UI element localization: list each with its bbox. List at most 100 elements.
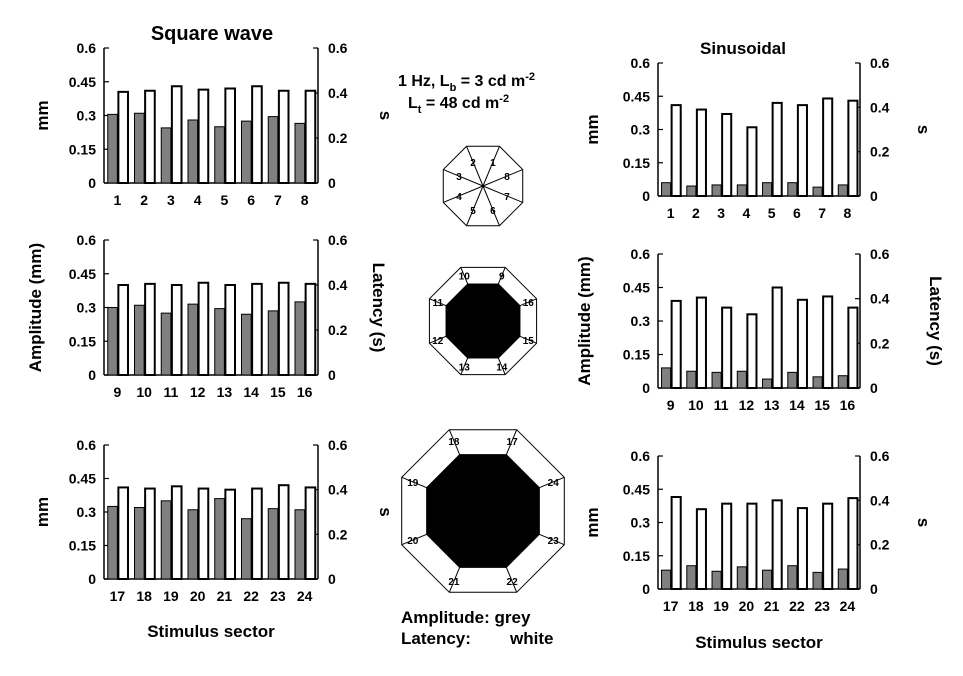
amplitude-bar (686, 370, 697, 389)
amplitude-bar (686, 185, 697, 197)
latency-bar (670, 104, 682, 197)
sector-label: 20 (407, 536, 419, 547)
sector-divider (482, 146, 500, 187)
left-tick-label: 0.6 (77, 437, 97, 453)
amplitude-bar (762, 182, 773, 197)
latency-bar (251, 282, 263, 376)
amplitude-bar (762, 378, 773, 389)
sector-label: 24 (548, 478, 560, 489)
left-tick-label: 0.15 (69, 333, 96, 349)
right-tick-label: 0.4 (328, 85, 348, 101)
y-axis-right-label: s (914, 125, 933, 134)
amplitude-bar (187, 303, 199, 376)
right-tick-label: 0.6 (328, 40, 348, 56)
x-tick-label: 16 (840, 397, 856, 413)
left-tick-label: 0.6 (77, 232, 97, 248)
amplitude-bar (107, 505, 118, 580)
latency-bar (746, 126, 758, 197)
sector-label: 16 (523, 298, 535, 309)
x-tick-label: 14 (243, 384, 259, 400)
latency-bar (224, 488, 237, 580)
left-tick-label: 0.15 (623, 548, 650, 564)
amplitude-bar (187, 119, 199, 184)
amplitude-bar (736, 370, 747, 389)
amplitude-bar (837, 568, 848, 590)
y-axis-right-label: Latency (s) (369, 263, 388, 353)
x-tick-label: 10 (136, 384, 152, 400)
sector-label: 23 (548, 536, 560, 547)
condition-line-1: 1 Hz, Lb = 3 cd m-2 (398, 71, 535, 94)
sector-divider (482, 185, 500, 226)
left-tick-label: 0.15 (69, 538, 96, 554)
latency-bar (822, 97, 834, 197)
amplitude-bar (240, 120, 252, 184)
stimulus-diagram-ring-1: 1 23 45 67 8 (442, 145, 524, 227)
legend-latency-label: Latency: (401, 629, 471, 648)
amplitude-bar (133, 112, 145, 184)
sector-divider (482, 169, 523, 187)
amplitude-bar (787, 565, 798, 590)
x-tick-label: 2 (140, 192, 148, 208)
sector-label: 11 (432, 298, 443, 309)
latency-bar (796, 104, 808, 197)
latency-bar (721, 502, 733, 590)
left-tick-label: 0.15 (623, 155, 650, 171)
sector-label: 18 (448, 437, 460, 448)
chart-sine-ring1: 0 0.15 0.3 0.45 0.6 0 0.2 0.4 0.6 1 2 3 4 5 6 7 8 mm s (583, 55, 933, 221)
x-tick-label: 1 (113, 192, 121, 208)
x-tick-label: 23 (814, 598, 830, 614)
sinusoidal-title: Sinusoidal (700, 39, 786, 58)
y-axis-right-label: s (376, 507, 395, 516)
amplitude-bar (837, 184, 848, 197)
sector-divider (443, 185, 484, 203)
latency-bar (277, 281, 290, 376)
x-tick-label: 18 (136, 588, 152, 604)
latency-bar (721, 306, 733, 390)
amplitude-bar (240, 518, 252, 580)
x-tick-label: 3 (717, 205, 725, 221)
x-tick-label: 6 (793, 205, 801, 221)
left-tick-label: 0 (88, 367, 96, 383)
condition-line-2: Lt = 48 cd m-2 (408, 93, 509, 116)
latency-bar (117, 90, 130, 184)
amplitude-bar (736, 184, 747, 197)
amplitude-bar (787, 182, 798, 197)
latency-bar (197, 487, 210, 580)
x-tick-label: 18 (688, 598, 704, 614)
amplitude-bar (711, 570, 722, 590)
left-tick-label: 0 (88, 571, 96, 587)
right-tick-label: 0.2 (328, 526, 348, 542)
latency-bar (771, 286, 783, 389)
right-tick-label: 0.2 (328, 130, 348, 146)
x-axis-label: Stimulus sector (695, 633, 823, 652)
sector-label: 21 (448, 577, 460, 588)
condition-line-2-prefix: L (408, 95, 418, 112)
latency-bar (224, 284, 237, 376)
latency-bar (304, 282, 317, 376)
sector-divider (443, 169, 484, 187)
amplitude-bar (214, 126, 225, 184)
latency-bar (144, 282, 156, 376)
condition-line-2-sub: t (418, 104, 422, 116)
amplitude-bar (294, 301, 306, 376)
x-tick-label: 19 (163, 588, 179, 604)
x-tick-label: 5 (768, 205, 776, 221)
right-tick-label: 0 (328, 571, 336, 587)
sector-label: 13 (459, 362, 471, 373)
left-tick-label: 0.45 (623, 481, 650, 497)
amplitude-bar (294, 509, 306, 580)
latency-bar (847, 306, 859, 390)
chart-sine-ring3: 0 0.15 0.3 0.45 0.6 0 0.2 0.4 0.6 17 18 19 20 21 22 23 2… (583, 448, 933, 652)
sector-label: 14 (496, 362, 508, 373)
latency-bar (170, 85, 183, 184)
condition-line-2-mid: = 48 cd m (421, 95, 499, 112)
x-tick-label: 24 (840, 598, 856, 614)
right-tick-label: 0.2 (328, 322, 348, 338)
amplitude-bar (812, 571, 823, 590)
amplitude-bar (160, 127, 172, 184)
latency-bar (771, 101, 783, 197)
latency-bar (170, 485, 183, 581)
amplitude-bar (711, 371, 722, 389)
x-tick-label: 4 (194, 192, 202, 208)
